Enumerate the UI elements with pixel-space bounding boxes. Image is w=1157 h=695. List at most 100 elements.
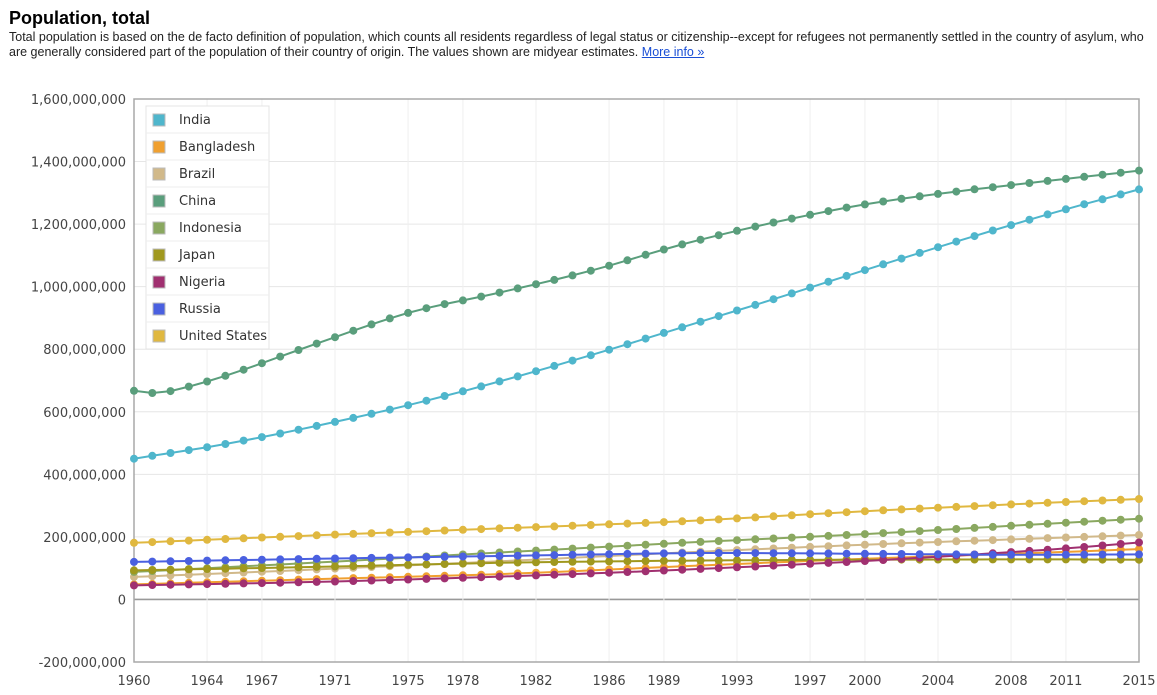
data-point-japan: [532, 558, 540, 567]
data-point-india: [678, 323, 687, 332]
data-point-china: [806, 210, 815, 219]
data-point-brazil: [824, 542, 833, 551]
data-point-brazil: [1025, 534, 1034, 543]
data-point-japan: [751, 556, 760, 565]
data-point-nigeria: [733, 563, 741, 572]
data-point-japan: [331, 562, 339, 571]
data-point-nigeria: [331, 577, 339, 586]
data-point-nigeria: [1098, 541, 1107, 550]
data-point-japan: [641, 557, 650, 565]
data-point-indonesia: [1098, 516, 1107, 525]
data-point-russia: [1007, 550, 1016, 559]
data-point-brazil: [915, 538, 924, 547]
y-tick-label: 0: [118, 593, 126, 608]
data-point-japan: [184, 565, 193, 574]
data-point-russia: [696, 549, 705, 557]
data-point-india: [1098, 195, 1107, 204]
data-point-united-states: [257, 533, 266, 542]
data-point-brazil: [952, 537, 961, 546]
x-tick-label: 1986: [593, 674, 626, 689]
data-point-india: [860, 266, 869, 275]
data-point-japan: [130, 566, 138, 575]
data-point-russia: [824, 549, 833, 558]
data-point-nigeria: [367, 576, 376, 585]
legend-label-united-states: United States: [179, 329, 267, 344]
data-point-india: [166, 449, 175, 457]
data-point-japan: [257, 564, 266, 572]
data-point-india: [331, 417, 339, 426]
data-point-nigeria: [605, 568, 614, 577]
data-point-indonesia: [714, 537, 723, 545]
data-point-united-states: [1007, 500, 1016, 509]
data-point-japan: [696, 556, 705, 565]
data-point-china: [276, 352, 285, 361]
data-point-china: [659, 245, 668, 254]
data-point-united-states: [787, 511, 796, 520]
data-point-nigeria: [568, 570, 577, 579]
chart-header: Population, total Total population is ba…: [9, 6, 1149, 60]
data-point-russia: [1025, 550, 1034, 559]
data-point-china: [769, 218, 778, 227]
data-point-india: [367, 409, 376, 418]
data-point-japan: [605, 557, 614, 566]
data-point-japan: [294, 563, 303, 572]
data-point-india: [349, 413, 358, 422]
data-point-china: [221, 371, 230, 380]
data-point-united-states: [477, 525, 486, 534]
data-point-united-states: [294, 532, 303, 541]
data-point-india: [385, 405, 394, 414]
data-point-nigeria: [294, 578, 303, 587]
data-point-russia: [586, 550, 595, 559]
data-point-china: [184, 382, 193, 391]
y-tick-label: 1,200,000,000: [31, 218, 126, 233]
data-point-united-states: [641, 518, 650, 527]
data-point-brazil: [1098, 532, 1107, 541]
data-point-india: [1025, 215, 1034, 224]
data-point-india: [1080, 200, 1089, 209]
data-point-china: [385, 314, 394, 323]
data-point-china: [239, 365, 248, 374]
x-tick-label: 1971: [318, 674, 351, 689]
data-point-china: [166, 387, 175, 396]
data-point-russia: [787, 549, 796, 558]
data-point-india: [440, 392, 449, 400]
data-point-united-states: [440, 526, 449, 535]
data-point-nigeria: [806, 559, 815, 568]
data-point-nigeria: [495, 572, 504, 581]
x-tick-label: 1993: [720, 674, 753, 689]
data-point-indonesia: [641, 540, 650, 549]
data-point-united-states: [879, 506, 888, 515]
x-tick-label: 2000: [848, 674, 881, 689]
page-title: Population, total: [9, 8, 150, 28]
data-point-united-states: [714, 515, 723, 524]
x-tick-label: 1975: [392, 674, 425, 689]
data-point-japan: [239, 564, 248, 573]
data-point-india: [915, 248, 924, 257]
x-tick-label: 1967: [245, 674, 278, 689]
more-info-link[interactable]: More info »: [641, 45, 705, 59]
data-point-russia: [550, 551, 559, 560]
data-point-nigeria: [1116, 540, 1125, 548]
data-point-nigeria: [166, 580, 175, 589]
data-point-russia: [934, 550, 942, 559]
data-point-russia: [257, 555, 266, 564]
data-point-india: [806, 283, 815, 292]
data-point-russia: [203, 556, 212, 565]
y-tick-label: 400,000,000: [43, 468, 126, 483]
data-point-china: [1007, 181, 1016, 190]
data-point-united-states: [532, 523, 540, 532]
data-point-india: [532, 367, 540, 376]
legend-swatch-indonesia: [152, 221, 166, 235]
data-point-india: [550, 361, 559, 370]
legend-box: [145, 105, 270, 350]
data-point-nigeria: [385, 576, 394, 584]
data-point-japan: [276, 563, 285, 572]
data-point-united-states: [1080, 497, 1089, 506]
data-point-indonesia: [568, 544, 577, 553]
data-point-china: [568, 271, 577, 280]
data-point-russia: [458, 552, 467, 561]
data-point-indonesia: [842, 531, 851, 539]
data-point-russia: [568, 550, 577, 559]
legend[interactable]: India Bangladesh Brazil China Indonesia Japan…: [145, 105, 270, 350]
data-point-indonesia: [1007, 521, 1016, 530]
